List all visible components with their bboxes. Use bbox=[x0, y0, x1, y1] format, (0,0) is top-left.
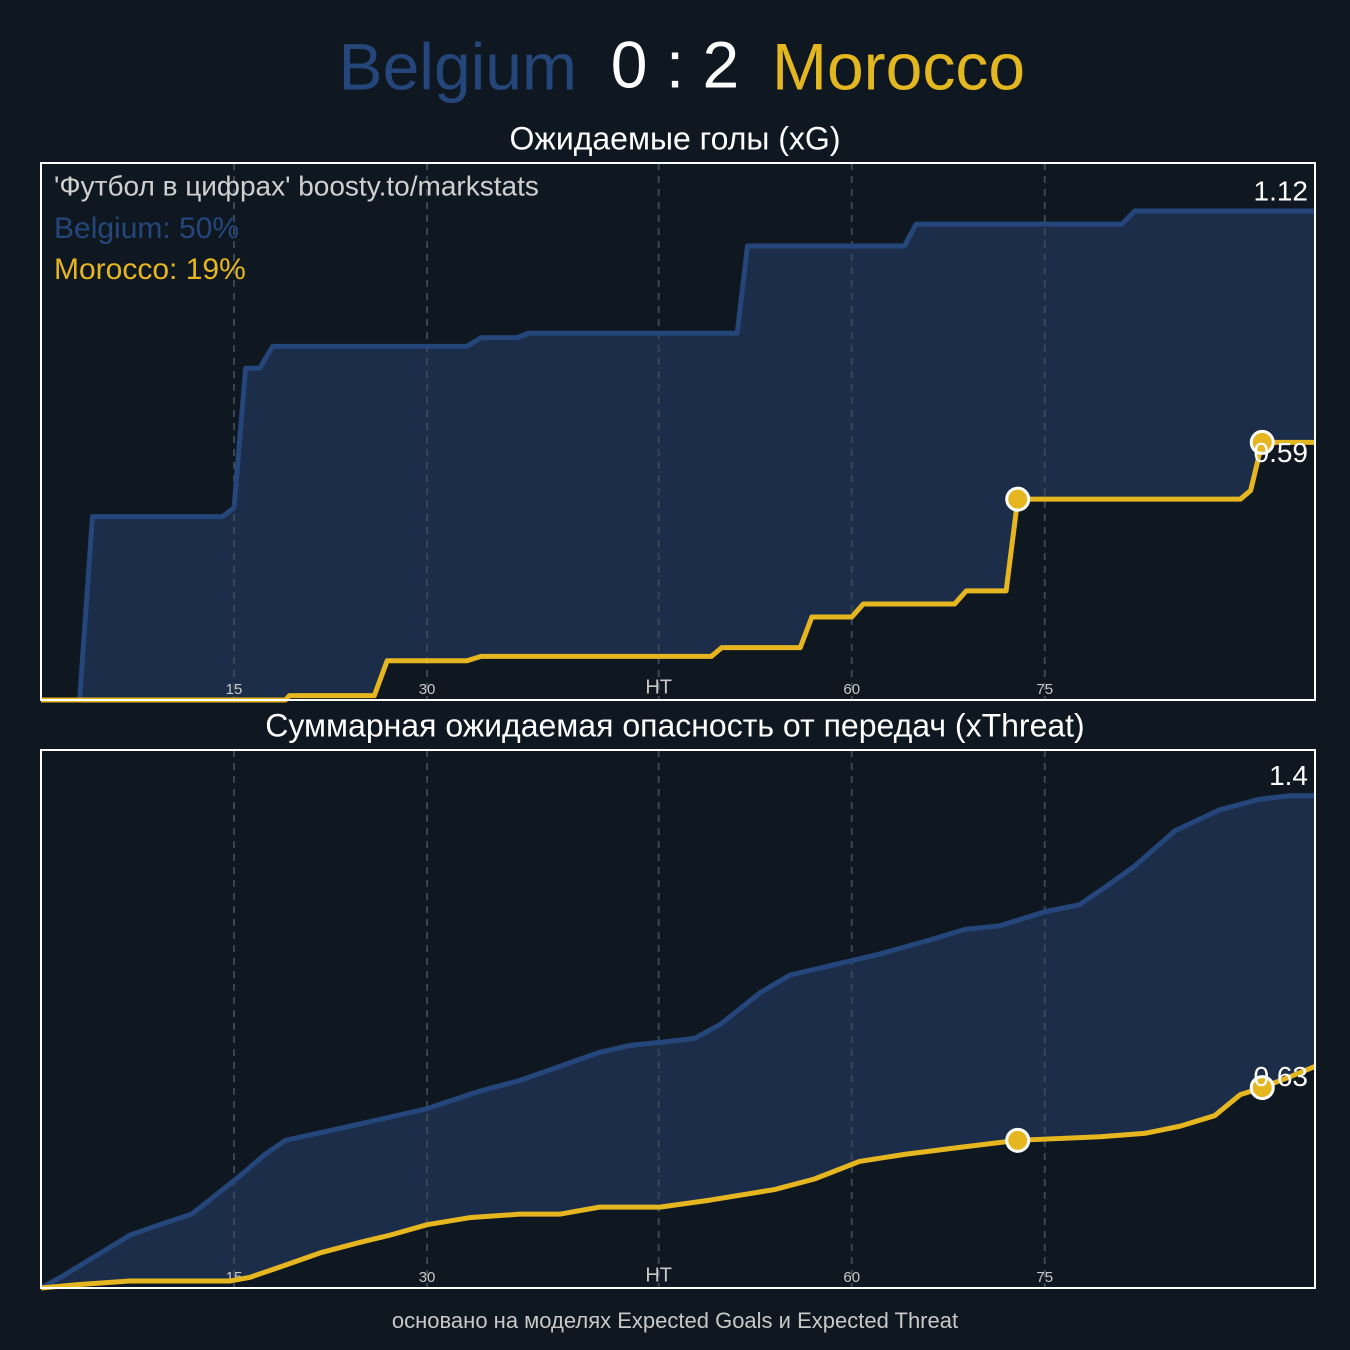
x-tick-label: 75 bbox=[1036, 1269, 1053, 1286]
watermark: 'Футбол в цифрах' boosty.to/markstats bbox=[54, 170, 539, 201]
goal-marker bbox=[1249, 1075, 1275, 1101]
plot-frame bbox=[40, 749, 1316, 1289]
end-value-label: 1.4 bbox=[1269, 760, 1308, 791]
x-tick-label: 60 bbox=[843, 681, 860, 698]
area-between bbox=[41, 211, 1315, 700]
x-tick-label: HT bbox=[645, 676, 672, 698]
plot-frame bbox=[40, 162, 1316, 701]
series-line bbox=[40, 1064, 1316, 1291]
goal-marker bbox=[1249, 429, 1275, 455]
x-tick-label: 60 bbox=[843, 1269, 860, 1286]
series-line bbox=[41, 439, 1315, 703]
series-label: Morocco: 19% bbox=[54, 253, 246, 286]
home-team: Belgium bbox=[339, 29, 577, 103]
x-tick-label: 75 bbox=[1036, 681, 1053, 698]
x-tick-label: 30 bbox=[419, 1269, 436, 1286]
goal-marker bbox=[1005, 1127, 1031, 1153]
footer: основано на моделях Expected Goals и Exp… bbox=[392, 1308, 958, 1333]
end-value-label: 0.59 bbox=[1254, 437, 1309, 468]
series-line bbox=[39, 793, 1315, 1291]
chart-title: Суммарная ожидаемая опасность от передач… bbox=[265, 707, 1084, 743]
series-label: Belgium: 50% bbox=[54, 212, 239, 245]
x-tick-label: 15 bbox=[226, 681, 243, 698]
end-value-label: 1.12 bbox=[1254, 175, 1309, 206]
x-tick-label: HT bbox=[645, 1264, 672, 1286]
series-line bbox=[41, 208, 1315, 703]
away-team: Morocco bbox=[772, 29, 1025, 103]
chart-title: Ожидаемые голы (xG) bbox=[510, 120, 841, 156]
goal-marker bbox=[1005, 486, 1031, 512]
x-tick-label: 30 bbox=[419, 681, 436, 698]
score: 0 : 2 bbox=[611, 27, 739, 101]
end-value-label: 0.63 bbox=[1254, 1061, 1309, 1092]
